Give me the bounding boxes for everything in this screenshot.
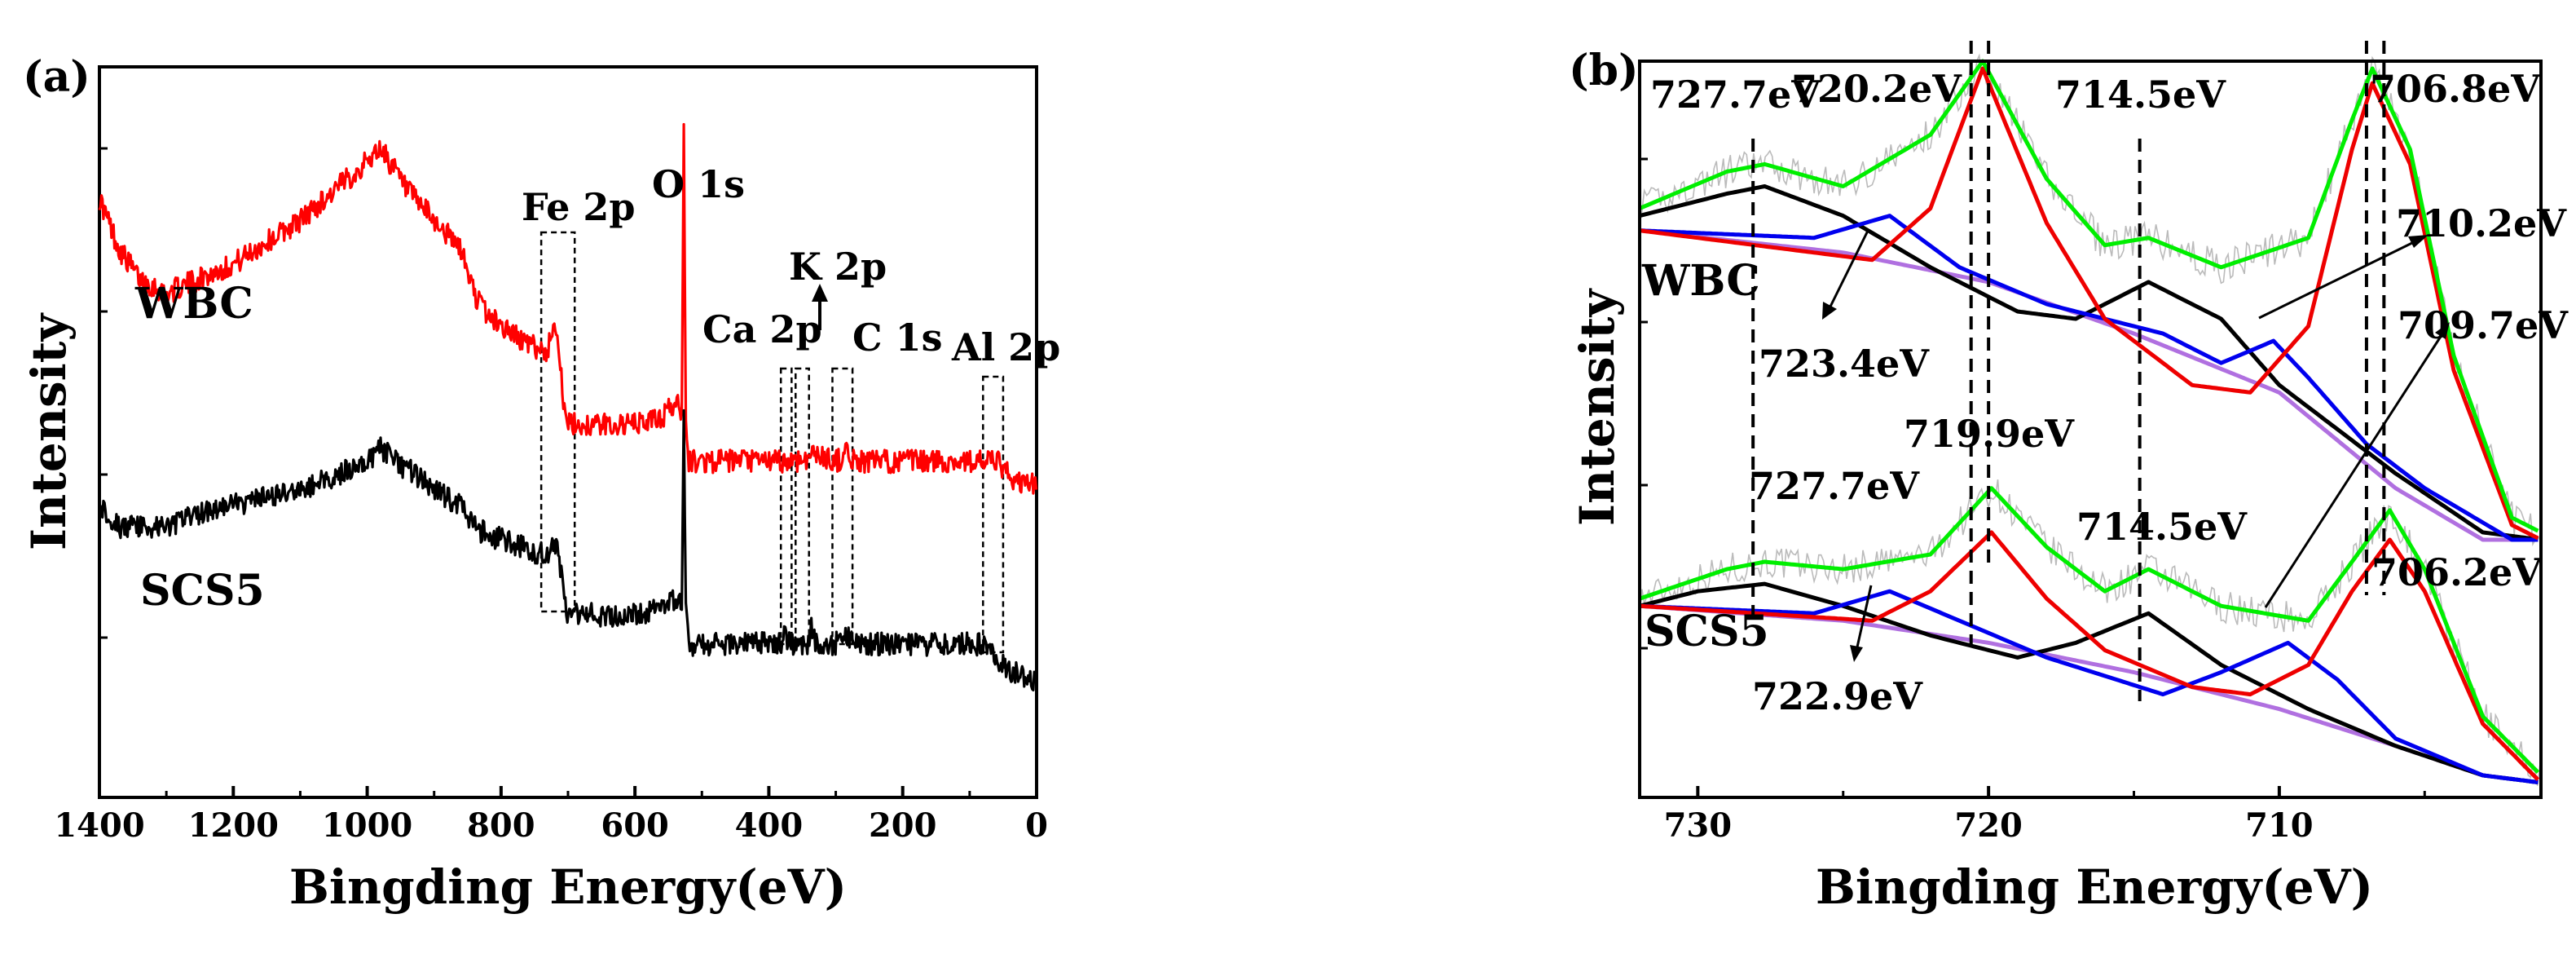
x-tick-label: 710	[2245, 806, 2314, 845]
wbc-peak-727-7: 727.7eV	[1650, 73, 1821, 117]
scs5-peak-714-5: 714.5eV	[2076, 505, 2248, 549]
arrow-722-9	[1855, 585, 1873, 651]
x-tick-label: 800	[467, 806, 535, 845]
panel-a-scs5-label: SCS5	[140, 566, 265, 616]
panel-b-wbc-label: WBC	[1641, 256, 1760, 306]
panel-b-label: (b)	[1569, 46, 1639, 95]
wbc-baseline-curve	[1639, 228, 2539, 542]
panel-a-series	[98, 122, 1038, 691]
k2p-arrow-head	[812, 284, 828, 302]
peak-label-o1s: O 1s	[652, 162, 745, 206]
panel-a: 1400 1200 1000 800 600 400 200 0 (a) Bingding E…	[21, 52, 1060, 915]
series-scs5	[98, 408, 1038, 691]
panel-b-curves	[1639, 53, 2541, 786]
x-tick-label: 200	[869, 806, 937, 845]
panel-b-y-axis-title: Intensity	[1570, 288, 1625, 527]
panel-b-x-ticks: 730 720 710	[1640, 157, 2426, 845]
peak-label-fe2p: Fe 2p	[522, 185, 636, 229]
scs5-peak-722-9: 722.9eV	[1752, 674, 1923, 718]
peak-label-c1s: C 1s	[852, 316, 943, 360]
scs5-raw-spectrum	[1639, 479, 2541, 786]
wbc-peak-723-4: 723.4eV	[1759, 342, 1930, 386]
x-tick-label: 0	[1025, 806, 1048, 845]
panel-a-x-axis-title: Bingding Energy(eV)	[289, 859, 847, 915]
peak-box-c1s	[831, 367, 854, 646]
panel-b-scs5-label: SCS5	[1645, 607, 1769, 656]
scs5-peak-727-7: 727.7eV	[1749, 464, 1920, 508]
wbc-black-curve	[1639, 184, 2539, 541]
arrow-722-9-head	[1850, 645, 1863, 662]
panel-b: 730 720 710 (b) Bingding Energy(eV) Intens…	[1569, 41, 2569, 915]
wbc-peak-720-2: 720.2eV	[1791, 67, 1962, 111]
x-tick-label: 400	[735, 806, 804, 845]
scs5-green-curve	[1639, 486, 2540, 775]
peak-label-k2p: K 2p	[789, 245, 887, 289]
peak-box-k2p	[795, 367, 810, 646]
peak-box-al2p	[982, 375, 1005, 654]
series-wbc	[98, 122, 1038, 495]
panel-a-wbc-label: WBC	[134, 279, 253, 329]
panel-a-peak-boxes	[539, 231, 1005, 654]
scs5-peak-706-2: 706.2eV	[2371, 550, 2543, 594]
arrow-709-7-head	[2435, 322, 2450, 339]
wbc-blue-curve	[1639, 214, 2539, 542]
arrow-710-2-head	[2408, 235, 2428, 248]
scs5-peak-709-7: 709.7eV	[2398, 303, 2569, 347]
arrow-709-7	[2264, 332, 2445, 608]
scs5-peak-719-9: 719.9eV	[1904, 412, 2075, 456]
arrow-710-2	[2258, 239, 2418, 320]
x-tick-label: 730	[1664, 806, 1733, 845]
wbc-peak-706-8: 706.8eV	[2370, 67, 2541, 111]
panel-a-y-axis-title: Intensity	[21, 312, 77, 551]
panel-b-plot-frame	[1638, 60, 2543, 799]
x-tick-label: 1200	[188, 806, 279, 845]
peak-box-ca2p	[779, 367, 793, 646]
wbc-red-curve	[1639, 66, 2539, 541]
x-tick-label: 600	[601, 806, 669, 845]
peak-label-al2p: Al 2p	[951, 325, 1060, 369]
arrow-723-4	[1828, 230, 1869, 309]
panel-a-x-ticks: 1400 1200 1000 800 600 400 200 0	[54, 147, 1048, 845]
panel-b-reference-lines	[1751, 41, 2386, 701]
peak-label-ca2p: Ca 2p	[702, 307, 822, 351]
x-tick-label: 720	[1954, 806, 2023, 845]
wbc-green-curve	[1639, 59, 2539, 533]
panel-a-plot-frame	[98, 65, 1038, 799]
x-tick-label: 1000	[322, 806, 412, 845]
panel-a-label: (a)	[23, 52, 90, 102]
wbc-peak-714-5: 714.5eV	[2055, 73, 2226, 117]
scs5-red-curve	[1639, 530, 2540, 782]
panel-b-x-axis-title: Bingding Energy(eV)	[1816, 859, 2373, 915]
arrow-723-4-head	[1822, 302, 1837, 320]
x-tick-label: 1400	[54, 806, 144, 845]
scs5-blue-curve	[1639, 589, 2539, 784]
